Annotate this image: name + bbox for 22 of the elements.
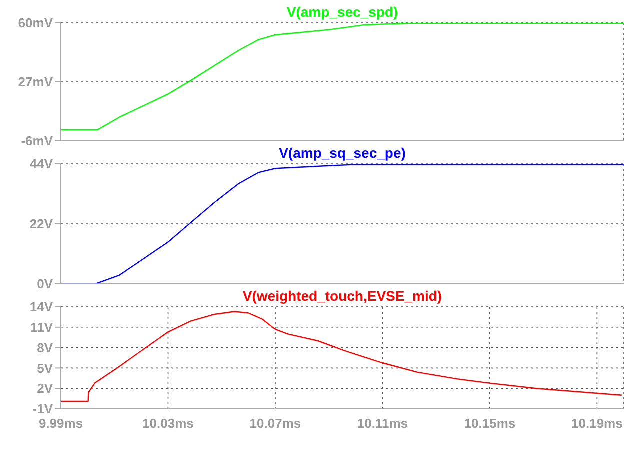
series-label: V(amp_sec_spd): [286, 4, 398, 20]
y-tick-label: 8V: [37, 340, 54, 356]
series-label: V(weighted_touch,EVSE_mid): [242, 288, 442, 304]
line-series: [61, 311, 622, 402]
y-tick-label: 5V: [37, 360, 54, 376]
x-tick-label: 10.19ms: [572, 416, 623, 432]
x-tick-label: 9.99ms: [38, 416, 84, 432]
y-tick-label: 22V: [30, 216, 54, 232]
y-tick-label: 27mV: [18, 74, 54, 90]
series-label: V(amp_sq_sec_pe): [279, 145, 406, 161]
y-tick-label: -6mV: [21, 134, 54, 149]
y-tick-label: 14V: [30, 300, 54, 315]
y-tick-label: 0V: [37, 276, 54, 292]
x-tick-label: 10.07ms: [250, 416, 302, 432]
y-tick-label: 60mV: [18, 16, 54, 31]
x-tick-label: 10.03ms: [142, 416, 194, 432]
x-tick-label: 10.11ms: [357, 416, 408, 432]
y-tick-label: 11V: [30, 320, 54, 336]
x-tick-label: 10.15ms: [464, 416, 516, 432]
y-tick-label: 2V: [37, 381, 54, 396]
y-tick-label: -1V: [32, 402, 54, 417]
y-tick-label: 44V: [30, 156, 54, 172]
